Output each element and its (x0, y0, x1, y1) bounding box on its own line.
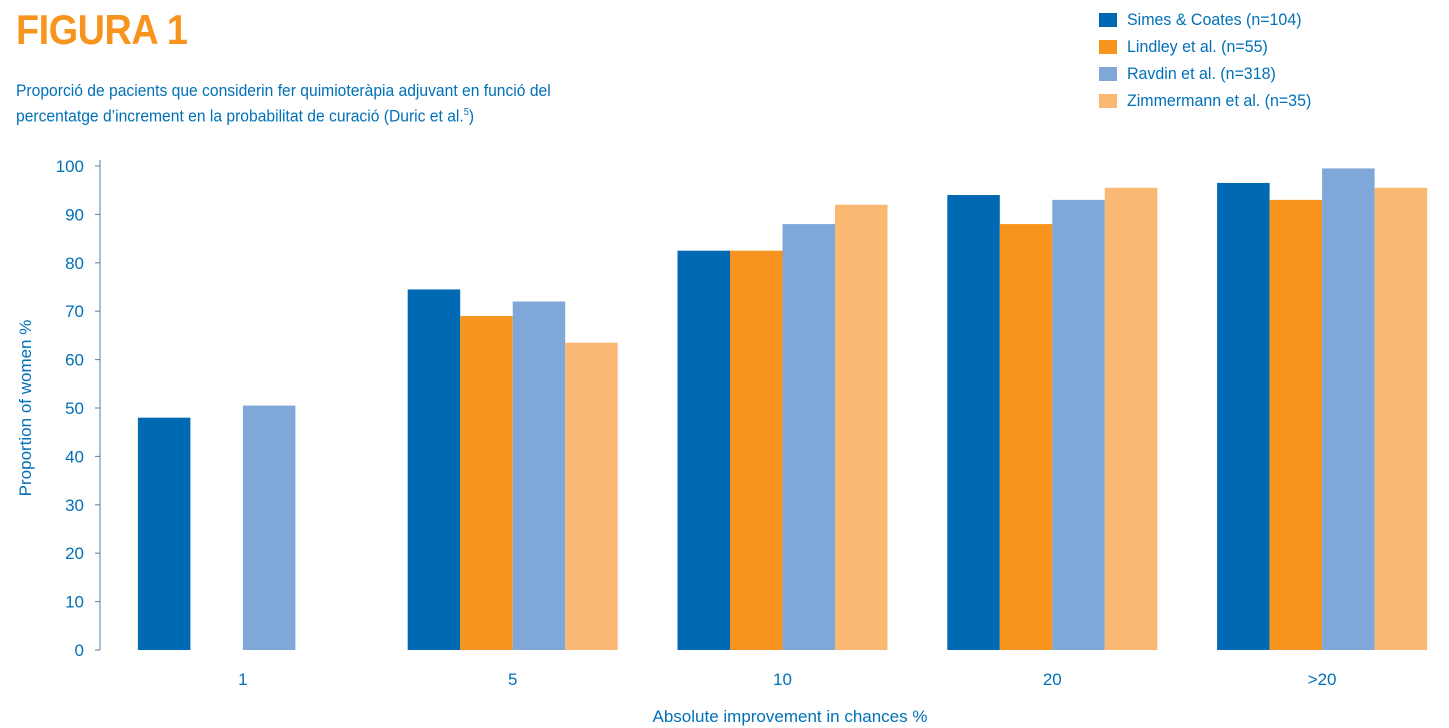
y-axis-title: Proportion of women % (16, 320, 35, 497)
legend-item: Ravdin et al. (n=318) (1099, 60, 1323, 87)
bar (730, 250, 783, 650)
legend-label: Ravdin et al. (n=318) (1127, 63, 1276, 83)
legend-label: Zimmermann et al. (n=35) (1127, 90, 1312, 110)
legend-swatch (1099, 12, 1117, 27)
bar (677, 250, 730, 650)
y-tick-label: 70 (65, 302, 84, 321)
bar (1217, 182, 1270, 650)
legend-swatch (1099, 39, 1117, 54)
x-tick-label: 20 (1043, 670, 1062, 689)
legend-item: Zimmermann et al. (n=35) (1099, 87, 1323, 114)
bar (407, 289, 461, 650)
x-tick-label: 10 (773, 670, 792, 689)
bar (1104, 187, 1158, 650)
bar (460, 316, 513, 650)
legend-swatch (1099, 66, 1117, 81)
chart-legend: Simes & Coates (n=104) Lindley et al. (n=… (1099, 6, 1323, 114)
y-tick-label: 100 (56, 157, 84, 176)
legend-swatch (1099, 93, 1117, 108)
legend-label: Lindley et al. (n=55) (1127, 36, 1268, 56)
bar (782, 224, 835, 650)
bar (512, 301, 566, 650)
figure-caption: Proporció de pacients que considerin fer… (16, 80, 678, 128)
caption-end: ) (468, 106, 475, 126)
bar (835, 204, 888, 650)
bar (947, 195, 1000, 651)
y-tick-label: 90 (65, 205, 84, 224)
y-tick-label: 10 (65, 593, 84, 612)
y-tick-label: 80 (65, 254, 84, 273)
x-tick-label: 1 (238, 670, 247, 689)
bar (137, 417, 191, 650)
caption-line-1: Proporció de pacients que considerin fer… (16, 81, 551, 100)
x-tick-label: 5 (508, 670, 517, 689)
caption-line-2: percentatge d’increment en la probabilit… (16, 106, 464, 126)
figure-title: FIGURA 1 (16, 6, 188, 53)
bar (999, 224, 1053, 650)
bar (1269, 199, 1323, 650)
bar (1052, 199, 1105, 650)
x-tick-label: >20 (1308, 670, 1337, 689)
y-tick-label: 60 (65, 351, 84, 370)
y-tick-label: 50 (65, 399, 84, 418)
bar (1374, 187, 1428, 650)
legend-label: Simes & Coates (n=104) (1127, 9, 1302, 29)
x-axis-title: Absolute improvement in chances % (653, 707, 928, 726)
legend-item: Simes & Coates (n=104) (1099, 6, 1323, 33)
y-tick-label: 30 (65, 496, 84, 515)
bar (1322, 168, 1375, 651)
bar (242, 405, 296, 650)
y-tick-label: 20 (65, 544, 84, 563)
caption-reference: 5 (463, 107, 469, 118)
bar (565, 342, 618, 650)
y-tick-label: 0 (75, 641, 84, 660)
legend-item: Lindley et al. (n=55) (1099, 33, 1323, 60)
y-tick-label: 40 (65, 447, 84, 466)
